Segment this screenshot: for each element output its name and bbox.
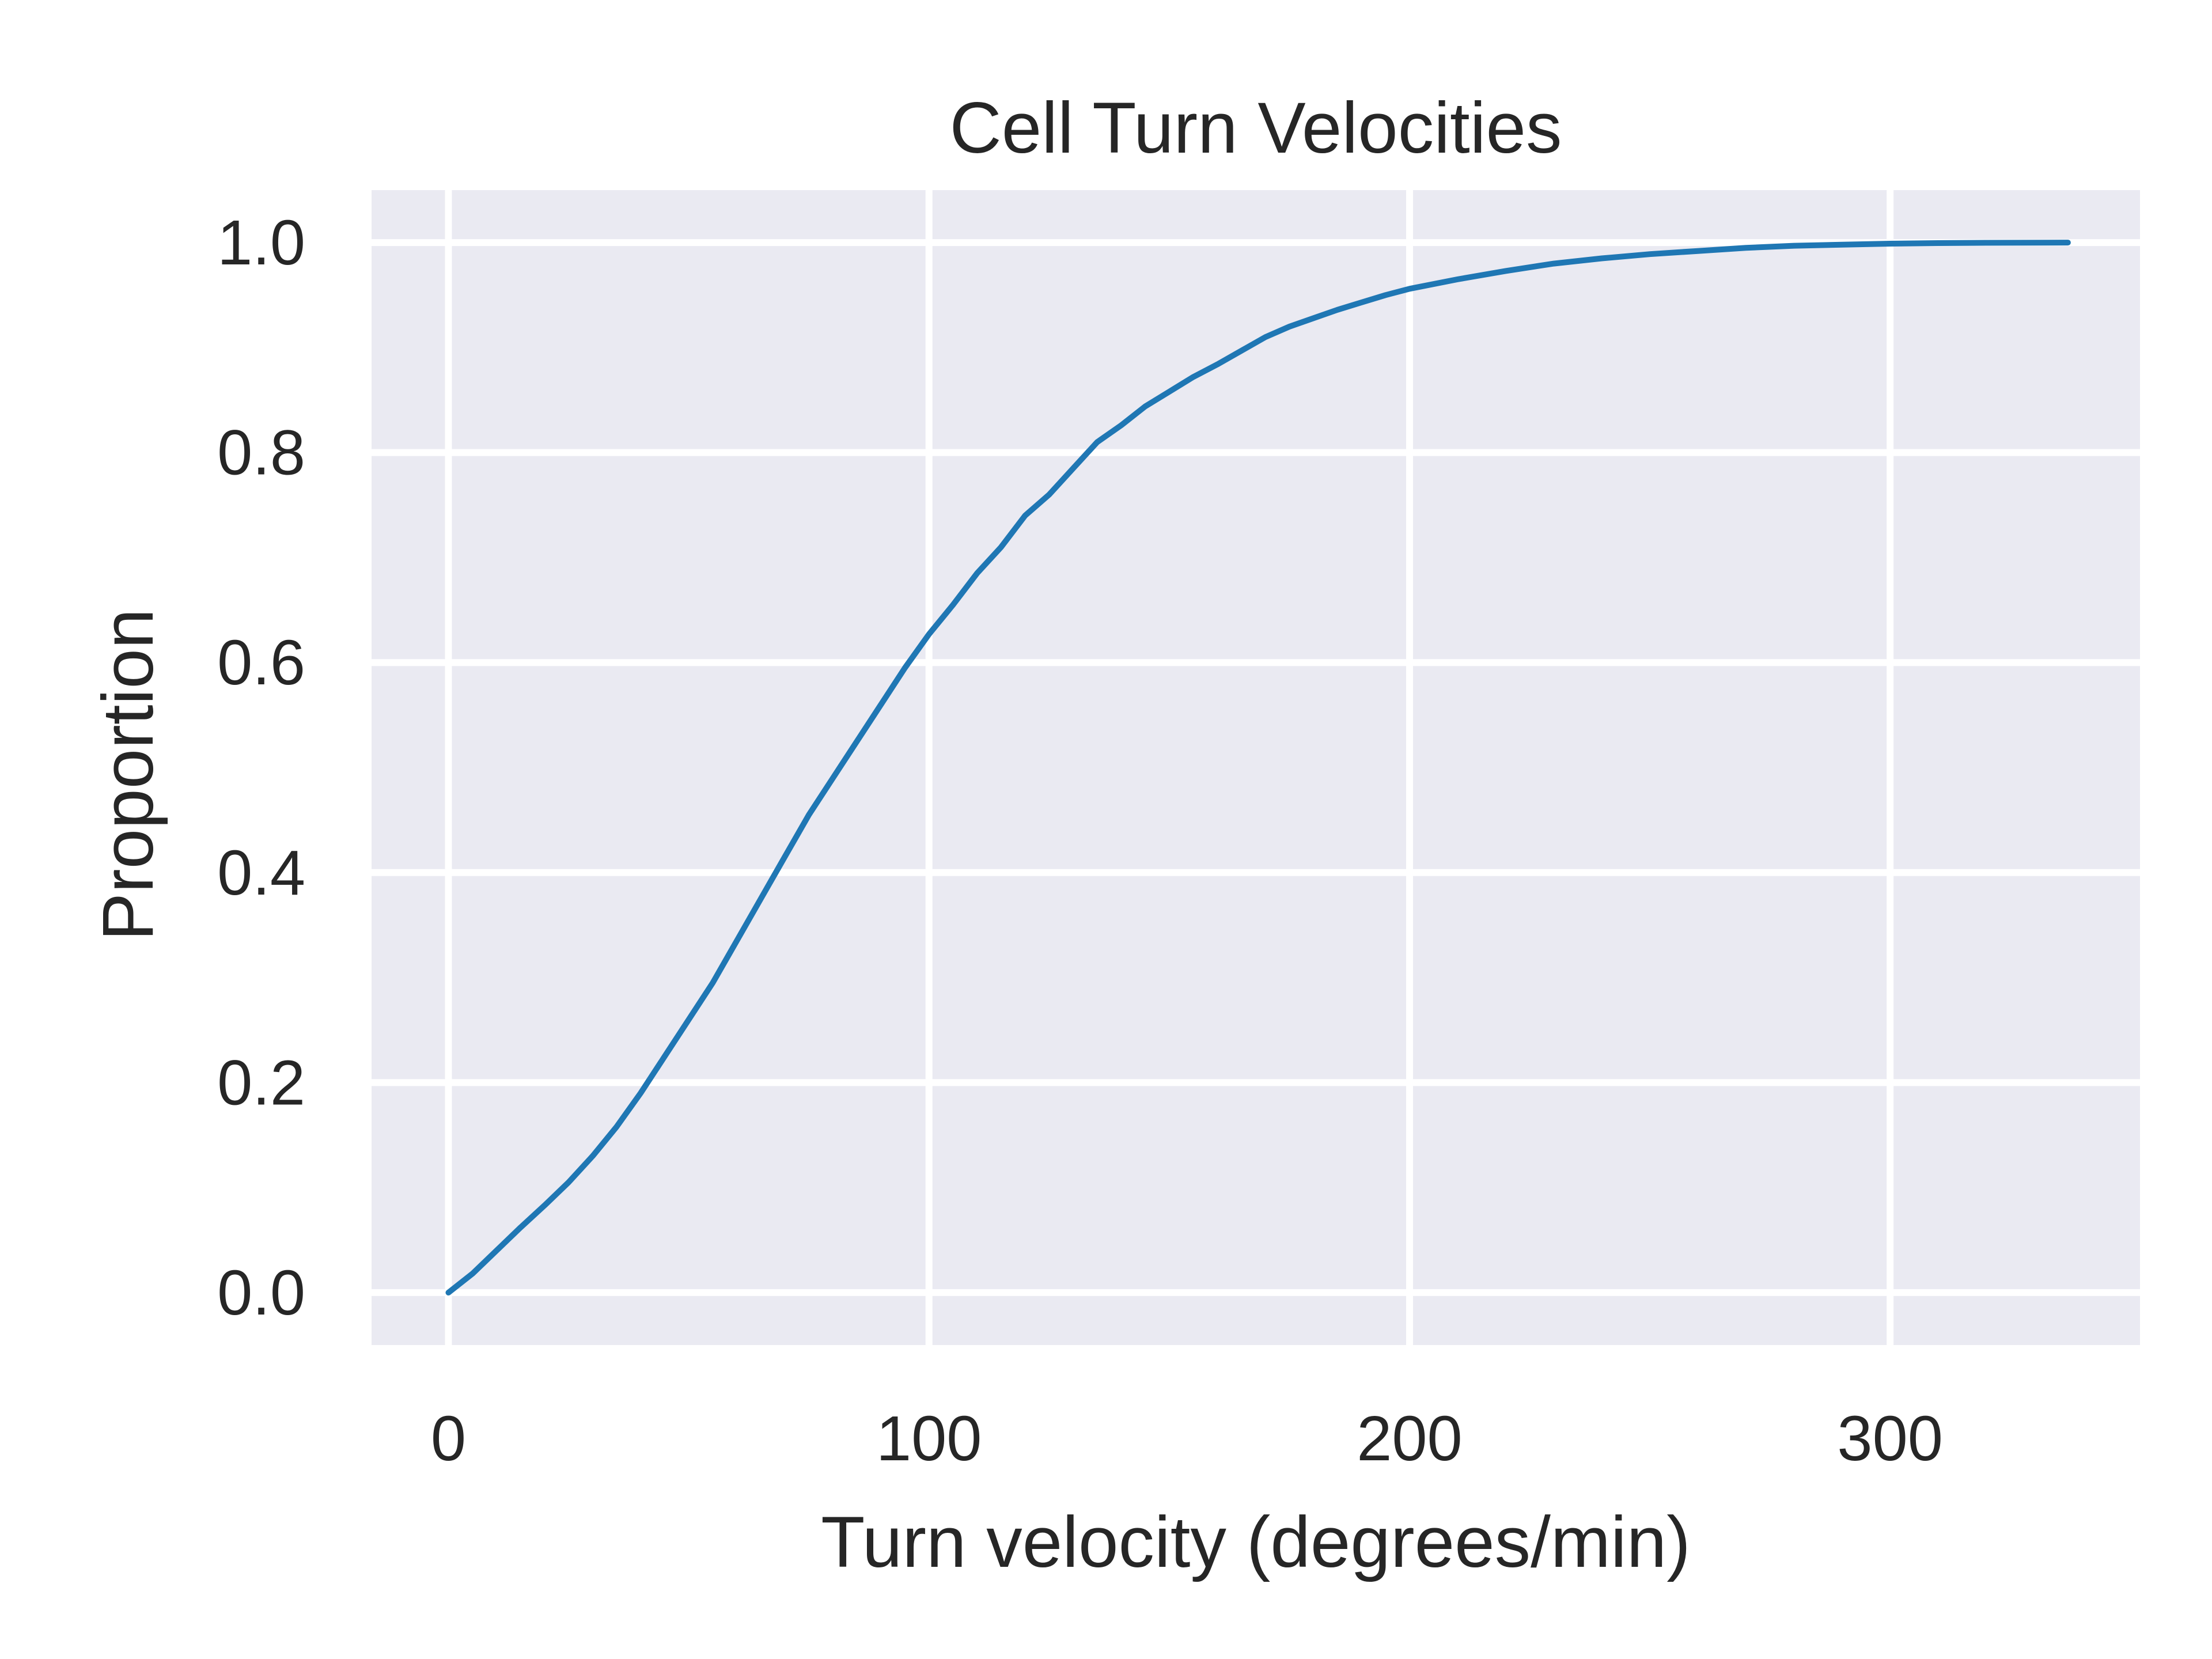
- y-axis-label: Proportion: [88, 609, 168, 941]
- y-tick-label: 0.0: [217, 1257, 305, 1328]
- plot-area: [372, 190, 2140, 1345]
- x-tick-label: 0: [431, 1403, 466, 1474]
- x-gridlines: [445, 190, 1894, 1345]
- x-tick-label: 300: [1837, 1403, 1943, 1474]
- series-line: [445, 240, 2071, 1296]
- chart-title: Cell Turn Velocities: [950, 88, 1562, 168]
- y-tick-label: 0.4: [217, 838, 305, 908]
- x-tick-label: 200: [1357, 1403, 1463, 1474]
- x-tick-label: 100: [876, 1403, 982, 1474]
- x-axis-label: Turn velocity (degrees/min): [821, 1502, 1691, 1582]
- x-tick-labels: 0 100 200 300: [431, 1403, 1943, 1474]
- y-tick-label: 0.2: [217, 1047, 305, 1118]
- y-tick-labels: 0.0 0.2 0.4 0.6 0.8 1.0: [217, 207, 305, 1328]
- y-tick-label: 0.8: [217, 418, 305, 488]
- y-tick-label: 0.6: [217, 627, 305, 698]
- y-tick-label: 1.0: [217, 207, 305, 278]
